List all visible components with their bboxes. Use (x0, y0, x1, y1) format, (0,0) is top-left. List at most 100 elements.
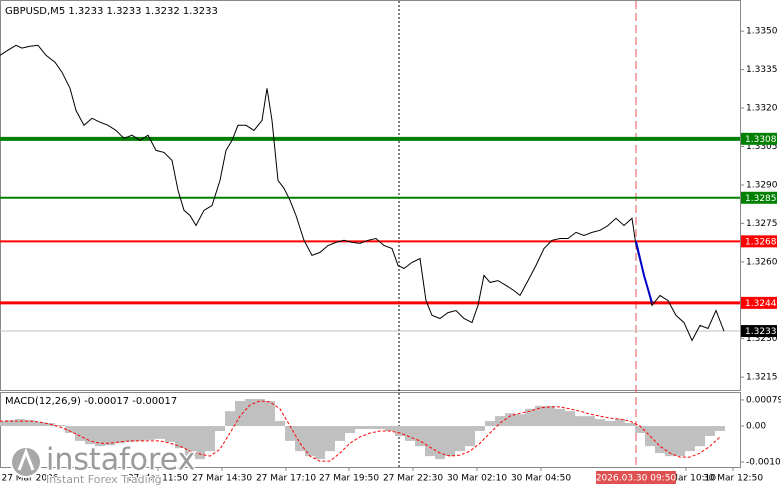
level-label: 1.3244 (745, 299, 777, 309)
macd-bar (455, 426, 465, 452)
panel-title: GBPUSD,M5 1.3233 1.3233 1.3232 1.3233 (5, 6, 218, 17)
macd-bar (685, 426, 695, 452)
y-tick-label: 1.3290 (746, 180, 778, 190)
macd-bar (635, 426, 645, 433)
x-tick-label: 27 Mar 17:10 (256, 474, 316, 484)
macd-bar (405, 426, 415, 441)
y-tick-label: 0.00 (746, 422, 766, 432)
macd-bar (165, 426, 175, 442)
macd-bar (585, 416, 595, 427)
macd-bar (245, 398, 255, 427)
macd-bar (95, 426, 105, 447)
logo-tagline: Instant Forex Trading (46, 473, 162, 486)
cursor-label: 2026.03.30 09:50 (596, 474, 677, 484)
macd-bar (485, 421, 495, 427)
price-line (635, 241, 653, 304)
macd-bar (155, 426, 165, 439)
cursor-label-box (596, 471, 676, 484)
macd-bar (425, 426, 435, 457)
macd-bar (35, 422, 45, 427)
macd-bar (325, 426, 335, 452)
x-tick-label: 27 Mar 11:50 (128, 474, 188, 484)
macd-bar (205, 426, 215, 452)
macd-bar (305, 426, 315, 457)
macd-bar (435, 426, 445, 460)
y-tick-label: 1.3350 (746, 27, 778, 37)
logo-brand: instaforex (46, 443, 195, 478)
macd-bar (445, 426, 455, 457)
macd-bar (415, 426, 425, 447)
macd-bar (695, 426, 705, 447)
y-tick-label: 1.3335 (746, 65, 778, 75)
macd-bar (285, 426, 295, 441)
macd-bar (575, 416, 585, 427)
x-tick-label: 27 Mar 22:30 (383, 474, 443, 484)
main-frame (0, 0, 741, 391)
macd-bar (385, 426, 395, 431)
macd-bar (75, 426, 85, 441)
macd-bar (65, 426, 75, 433)
y-tick-label: 0.00079 (746, 395, 781, 405)
macd-bar (615, 419, 625, 427)
level-label: 1.3268 (745, 237, 777, 247)
macd-bar (605, 421, 615, 427)
macd-bar (565, 411, 575, 427)
macd-bar (275, 421, 285, 427)
macd-bar (135, 426, 145, 441)
macd-bar (345, 426, 355, 433)
level-label-box (741, 296, 777, 309)
macd-bar (625, 423, 635, 427)
macd-bar (495, 416, 505, 427)
macd-bar (525, 408, 535, 427)
level-label-box (741, 325, 777, 338)
macd-bar (235, 400, 245, 427)
macd-bar (145, 426, 155, 440)
panel-title: MACD(12,26,9) -0.00017 -0.00017 (5, 396, 177, 407)
macd-bar (465, 426, 475, 447)
y-tick-label: 1.3260 (746, 257, 778, 267)
macd-bar (475, 426, 485, 431)
macd-bar (105, 426, 115, 446)
macd-bar (55, 425, 65, 427)
macd-bar (125, 426, 135, 442)
macd-bar (25, 420, 35, 427)
y-tick-label: 1.3215 (746, 373, 778, 383)
level-label: 1.3233 (745, 327, 777, 337)
macd-bar (255, 398, 265, 427)
macd-bar (335, 426, 345, 441)
macd-bar (515, 414, 525, 427)
level-label-box (741, 191, 777, 204)
price-line (0, 44, 725, 342)
macd-bar (535, 405, 545, 427)
x-tick-label: 27 Mar 2026 (1, 474, 58, 484)
level-label: 1.3285 (745, 194, 777, 204)
signal-line (0, 400, 721, 462)
macd-bar (705, 426, 715, 436)
macd-bar (295, 426, 305, 452)
level-label: 1.3308 (745, 135, 777, 145)
x-tick-label: 30 Mar 04:50 (511, 474, 571, 484)
macd-bar (0, 421, 5, 427)
macd-bar (195, 426, 205, 460)
macd-frame (0, 392, 741, 468)
level-label-box (741, 132, 777, 145)
macd-bar (665, 426, 675, 457)
macd-bar (655, 426, 665, 454)
y-tick-label: 1.3305 (746, 142, 778, 152)
macd-bar (15, 419, 25, 427)
macd-bar (355, 426, 365, 430)
macd-bar (215, 426, 225, 431)
macd-bar (555, 408, 565, 427)
macd-bar (595, 419, 605, 427)
x-tick-label: 27 Mar 14:30 (192, 474, 252, 484)
macd-bar (225, 411, 235, 427)
macd-bar (375, 426, 385, 430)
y-tick-label: -0.00109 (746, 458, 781, 468)
macd-bar (315, 426, 325, 460)
x-tick-label: 27 Mar 19:50 (319, 474, 379, 484)
macd-bar (505, 413, 515, 427)
x-tick-label: 30 Mar 10:10 (656, 474, 716, 484)
macd-bar (715, 426, 725, 431)
x-tick-label: 30 Mar 12:50 (703, 474, 763, 484)
